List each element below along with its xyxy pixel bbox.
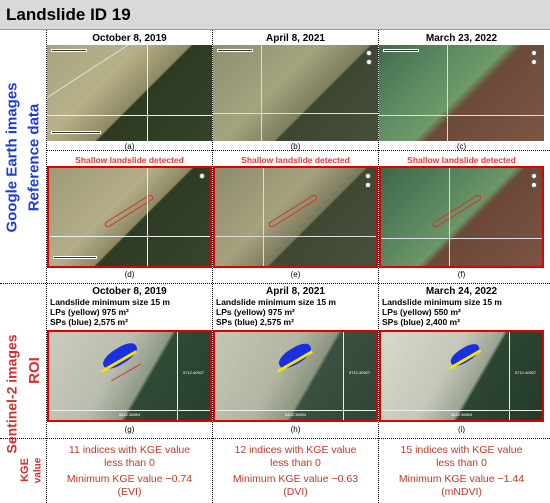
reference-label-box: Reference data xyxy=(22,32,46,282)
kge-count-2: 12 indices with KGE value less than 0 xyxy=(213,444,378,470)
kge-min-1-index: (EVI) xyxy=(117,486,142,498)
min-size-1: Landslide minimum size 15 m xyxy=(50,297,170,307)
divider-reference xyxy=(46,150,550,151)
kge-count-2-line1: 12 indices with KGE value xyxy=(234,444,357,456)
roi-label-box: ROI xyxy=(22,320,46,420)
roi-image-h: 5712.40927 5442.36894 xyxy=(213,330,378,422)
caption-d: (d) xyxy=(124,270,135,279)
kge-count-1-line2: less than 0 xyxy=(104,457,155,469)
roi-image-i: 5712.40927 5442.36894 xyxy=(379,330,544,422)
kge-min-2: Minimum KGE value −0.63 (DVI) xyxy=(213,473,378,499)
s2-info-1: Landslide minimum size 15 m LPs (yellow)… xyxy=(50,297,170,327)
ge-date-3: March 23, 2022 xyxy=(425,33,498,44)
caption-b: (b) xyxy=(290,142,301,151)
kge-count-3-line1: 15 indices with KGE value xyxy=(400,444,523,456)
caption-g: (g) xyxy=(124,425,135,434)
s2-date-3: March 24, 2022 xyxy=(425,286,498,297)
lps-1: LPs (yellow) 975 m² xyxy=(50,307,129,317)
ge-image-a xyxy=(47,45,212,141)
sps-1: SPs (blue) 2,575 m² xyxy=(50,317,128,327)
divider-col-2 xyxy=(378,30,379,503)
min-size-2: Landslide minimum size 15 m xyxy=(216,297,336,307)
ge-image-e xyxy=(213,166,378,268)
divider-col-1 xyxy=(212,30,213,503)
caption-e: (e) xyxy=(290,270,301,279)
kge-count-3-line2: less than 0 xyxy=(436,457,487,469)
roi-label: ROI xyxy=(25,356,43,384)
value-label: value xyxy=(32,457,44,483)
ge-image-d xyxy=(47,166,212,268)
kge-min-3: Minimum KGE value −1.44 (mNDVI) xyxy=(379,473,544,499)
figure-title: Landslide ID 19 xyxy=(6,5,131,24)
ge-image-c xyxy=(379,45,544,141)
ge-date-1: October 8, 2019 xyxy=(92,33,167,44)
caption-a: (a) xyxy=(124,142,135,151)
caption-i: (i) xyxy=(457,425,466,434)
google-earth-label-box: Google Earth images xyxy=(0,32,24,282)
kge-min-1-value: Minimum KGE value −0.74 xyxy=(66,473,193,485)
kge-min-2-value: Minimum KGE value −0.63 xyxy=(232,473,359,485)
ge-date-2: April 8, 2021 xyxy=(266,33,325,44)
divider-kge xyxy=(0,438,550,439)
kge-min-1: Minimum KGE value −0.74 (EVI) xyxy=(47,473,212,499)
s2-info-2: Landslide minimum size 15 m LPs (yellow)… xyxy=(216,297,336,327)
s2-info-3: Landslide minimum size 15 m LPs (yellow)… xyxy=(382,297,502,327)
google-earth-label: Google Earth images xyxy=(3,81,21,233)
sps-3: SPs (blue) 2,400 m² xyxy=(382,317,460,327)
value-label-box: value xyxy=(30,440,46,500)
detected-label-1: Shallow landslide detected xyxy=(75,155,184,165)
reference-label: Reference data xyxy=(25,103,43,211)
sentinel-label: Sentinel-2 images xyxy=(4,334,21,454)
caption-c: (c) xyxy=(456,142,467,151)
caption-f: (f) xyxy=(457,270,466,279)
title-bar: Landslide ID 19 xyxy=(0,0,550,30)
caption-h: (h) xyxy=(290,425,301,434)
lps-3: LPs (yellow) 550 m² xyxy=(382,307,461,317)
kge-min-3-value: Minimum KGE value −1.44 xyxy=(398,473,525,485)
ge-image-f xyxy=(379,166,544,268)
sps-2: SPs (blue) 2,575 m² xyxy=(216,317,294,327)
detected-label-2: Shallow landslide detected xyxy=(241,155,350,165)
kge-min-2-index: (DVI) xyxy=(283,486,308,498)
detected-label-3: Shallow landslide detected xyxy=(407,155,516,165)
s2-date-1: October 8, 2019 xyxy=(92,286,167,297)
divider-left xyxy=(46,30,47,503)
kge-count-1-line1: 11 indices with KGE value xyxy=(68,444,191,456)
min-size-3: Landslide minimum size 15 m xyxy=(382,297,502,307)
divider-sentinel xyxy=(0,283,550,284)
kge-count-2-line2: less than 0 xyxy=(270,457,321,469)
s2-date-2: April 8, 2021 xyxy=(266,286,325,297)
kge-min-3-index: (mNDVI) xyxy=(441,486,482,498)
kge-count-3: 15 indices with KGE value less than 0 xyxy=(379,444,544,470)
roi-image-g: 5712.40927 5442.36894 xyxy=(47,330,212,422)
lps-2: LPs (yellow) 975 m² xyxy=(216,307,295,317)
ge-image-b xyxy=(213,45,378,141)
kge-count-1: 11 indices with KGE value less than 0 xyxy=(47,444,212,470)
